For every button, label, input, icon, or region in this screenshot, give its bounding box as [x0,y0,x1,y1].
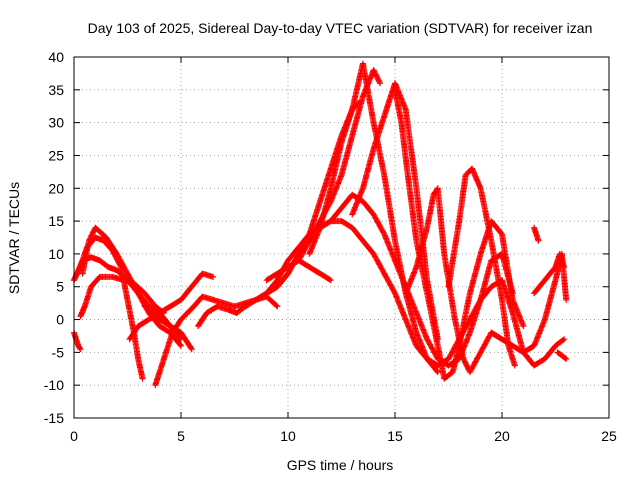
y-tick-label: 35 [48,82,64,98]
series-markers [392,86,527,382]
series-markers [531,224,542,244]
series-s19 [531,250,568,297]
x-tick-label: 5 [177,428,185,444]
series-markers [554,349,570,362]
series-markers [263,257,334,284]
series-markers [402,185,505,376]
series-markers [152,293,217,389]
y-tick-label: -5 [52,344,65,360]
y-tick-label: -10 [44,377,64,393]
y-tick-label: -15 [44,410,64,426]
y-tick-label: 25 [48,147,64,163]
series-s22 [263,257,334,284]
series-markers [210,293,281,310]
series-markers [306,60,441,376]
y-tick-label: 40 [48,49,64,65]
x-axis-label: GPS time / hours [287,457,394,473]
series-s21 [554,349,570,362]
x-tick-label: 0 [70,428,78,444]
series-s20 [531,224,542,244]
series-markers [445,165,518,369]
series-s23 [210,293,281,310]
series-markers [531,250,568,297]
series-s15 [392,86,527,382]
series-s8 [141,303,195,353]
y-tick-label: 15 [48,213,64,229]
series-markers [141,303,195,353]
x-tick-label: 25 [601,428,617,444]
data-series [71,60,570,389]
series-s13 [306,60,441,376]
x-tick-label: 10 [280,428,296,444]
series-markers [71,329,84,353]
y-tick-label: 30 [48,115,64,131]
x-tick-label: 15 [387,428,403,444]
y-axis-label: SDTVAR / TECUs [6,182,22,294]
axis-ticks: 0 5 10 15 20 25 -15 -10 -5 0 5 10 15 20 25 30 35 40 [44,49,617,444]
y-tick-label: 20 [48,180,64,196]
plot-frame [73,56,610,419]
chart-title: Day 103 of 2025, Sidereal Day-to-day VTE… [88,20,593,36]
series-s17 [445,165,518,369]
y-tick-label: 10 [48,246,64,262]
series-s7 [152,293,217,389]
series-s5 [71,329,84,353]
grid-lines [74,57,609,418]
series-s16 [402,185,505,376]
x-tick-label: 20 [494,428,510,444]
y-tick-label: 0 [56,312,64,328]
y-tick-label: 5 [56,279,64,295]
